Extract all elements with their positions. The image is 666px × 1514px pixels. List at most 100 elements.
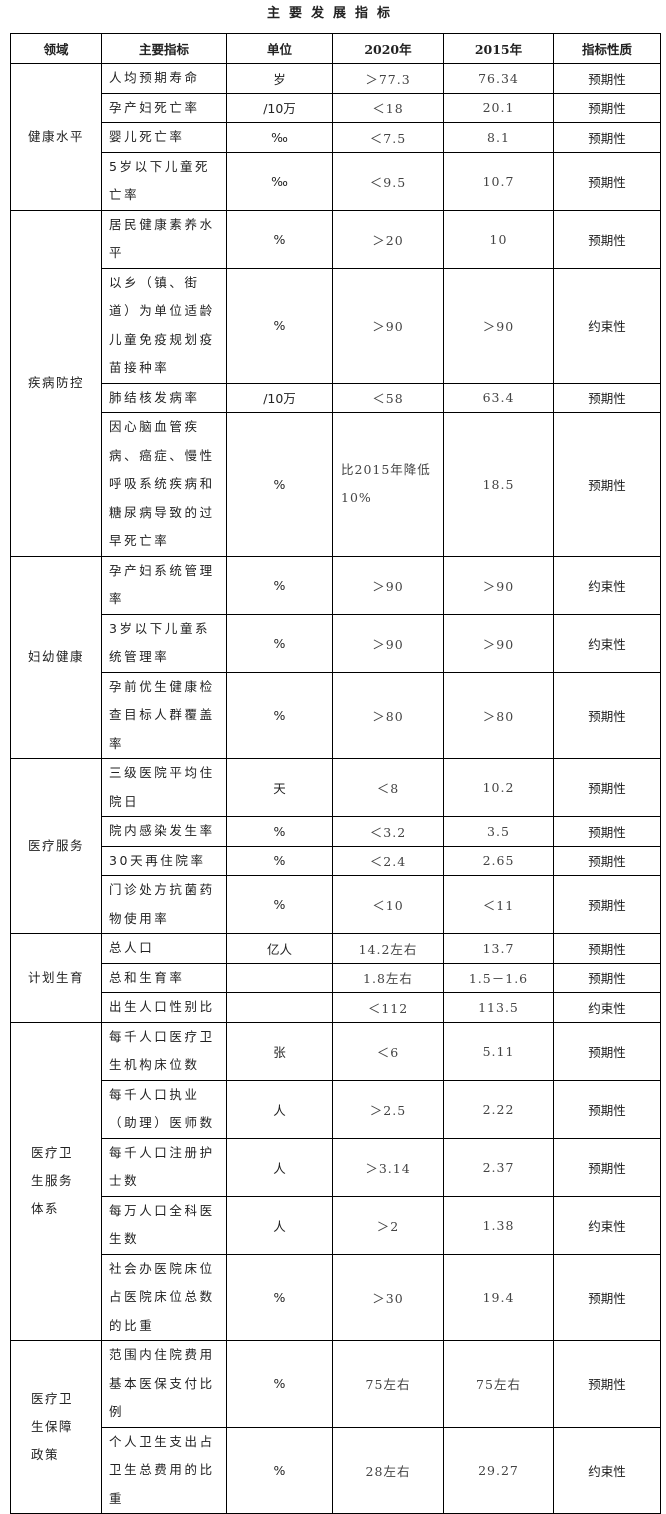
domain-cell: 计划生育 <box>10 933 102 1023</box>
value-2015-cell: 76.34 <box>443 63 554 94</box>
value-2020-cell: ＞2.5 <box>332 1079 444 1139</box>
nature-cell: 约束性 <box>553 613 661 673</box>
unit-cell: % <box>226 816 333 847</box>
table-row: 孕产妇死亡率/10万 ＜18 20.1 预期性 <box>11 92 661 123</box>
indicator-cell: 孕产妇死亡率 <box>101 92 227 123</box>
unit-cell: % <box>226 613 333 673</box>
value-2020-cell: ＞20 <box>332 209 444 269</box>
value-2015-cell: 113.5 <box>443 992 554 1023</box>
unit-cell: /10万 <box>226 382 333 413</box>
nature-cell: 预期性 <box>553 758 661 817</box>
indicator-cell: 居民健康素养水平 <box>101 209 227 269</box>
nature-cell: 约束性 <box>553 555 661 615</box>
value-2020-cell: ＜9.5 <box>332 151 444 211</box>
indicator-cell: 因心脑血管疾病、癌症、慢性呼吸系统疾病和糖尿病导致的过早死亡率 <box>101 412 227 557</box>
table-row: 院内感染发生率% ＜3.2 3.5 预期性 <box>11 816 661 847</box>
unit-cell: 亿人 <box>226 933 333 964</box>
domain-cell: 妇幼健康 <box>10 555 102 759</box>
table-row: 30天再住院率% ＜2.4 2.65 预期性 <box>11 845 661 876</box>
value-2015-cell: 75左右 <box>443 1340 554 1428</box>
unit-cell: % <box>226 412 333 557</box>
value-2020-cell: 28左右 <box>332 1426 444 1514</box>
nature-cell: 预期性 <box>553 122 661 153</box>
indicator-cell: 5岁以下儿童死亡率 <box>101 151 227 211</box>
value-2020-cell: ＞90 <box>332 267 444 384</box>
nature-cell: 预期性 <box>553 671 661 759</box>
value-2015-cell: 1.38 <box>443 1195 554 1255</box>
value-2020-cell: 75左右 <box>332 1340 444 1428</box>
indicator-cell: 院内感染发生率 <box>101 816 227 847</box>
indicator-cell: 个人卫生支出占卫生总费用的比重 <box>101 1426 227 1514</box>
table-row: 每万人口全科医生数人＞2 1.38 约束性 <box>11 1195 661 1255</box>
column-header: 领域 <box>10 33 102 64</box>
indicator-cell: 范围内住院费用基本医保支付比例 <box>101 1340 227 1428</box>
table-row: 总和生育率 1.8左右 1.5－1.6 预期性 <box>11 962 661 993</box>
value-2015-cell: 19.4 <box>443 1253 554 1341</box>
indicator-cell: 每千人口执业（助理）医师数 <box>101 1079 227 1139</box>
indicator-cell: 门诊处方抗菌药物使用率 <box>101 875 227 934</box>
indicator-cell: 总和生育率 <box>101 962 227 993</box>
table-row: 医疗卫生保障政策 范围内住院费用基本医保支付比例% 75左右 75左右 预期性 <box>10 1340 661 1514</box>
unit-cell: ‰ <box>226 122 333 153</box>
unit-cell: 岁 <box>226 63 333 94</box>
unit-cell <box>226 992 333 1023</box>
value-2015-cell: 10.2 <box>443 758 554 817</box>
nature-cell: 约束性 <box>553 1426 661 1514</box>
value-2015-cell: 8.1 <box>443 122 554 153</box>
value-2015-cell: 10.7 <box>443 151 554 211</box>
value-2015-cell: 18.5 <box>443 412 554 557</box>
table-row: 健康水平 人均预期寿命岁＞77.3 76.34 预期性 <box>10 63 661 211</box>
value-2020-cell: ＜2.4 <box>332 845 444 876</box>
value-2020-cell: ＞2 <box>332 1195 444 1255</box>
unit-cell: % <box>226 267 333 384</box>
table-row: 每千人口注册护士数人＞3.14 2.37 预期性 <box>11 1137 661 1197</box>
value-2015-cell: ＞90 <box>443 555 554 615</box>
value-2015-cell: 10 <box>443 209 554 269</box>
nature-cell: 预期性 <box>553 382 661 413</box>
nature-cell: 预期性 <box>553 1021 661 1081</box>
domain-cell: 医疗卫生服务体系 <box>10 1021 102 1341</box>
indicator-cell: 总人口 <box>101 933 227 964</box>
unit-cell: 人 <box>226 1137 333 1197</box>
unit-cell: % <box>226 1426 333 1514</box>
indicator-cell: 人均预期寿命 <box>101 63 227 94</box>
value-2020-cell: ＞30 <box>332 1253 444 1341</box>
nature-cell: 预期性 <box>553 875 661 934</box>
value-2015-cell: 5.11 <box>443 1021 554 1081</box>
value-2015-cell: 2.65 <box>443 845 554 876</box>
table-row: 肺结核发病率/10万 ＜58 63.4 预期性 <box>11 382 661 413</box>
nature-cell: 预期性 <box>553 933 661 964</box>
unit-cell <box>226 962 333 993</box>
indicator-cell: 每千人口注册护士数 <box>101 1137 227 1197</box>
table-row: 孕前优生健康检查目标人群覆盖率% ＞80 ＞80 预期性 <box>11 671 661 759</box>
value-2015-cell: 63.4 <box>443 382 554 413</box>
nature-cell: 预期性 <box>553 209 661 269</box>
value-2015-cell: ＞80 <box>443 671 554 759</box>
value-2015-cell: 2.37 <box>443 1137 554 1197</box>
nature-cell: 预期性 <box>553 1079 661 1139</box>
indicators-table: 领域 主要指标 单位 2020年 2015年 指标性质 健康水平 人均预期寿命岁＞77.3 7… <box>10 33 661 1514</box>
nature-cell: 约束性 <box>553 1195 661 1255</box>
nature-cell: 预期性 <box>553 816 661 847</box>
unit-cell: % <box>226 845 333 876</box>
indicator-cell: 以乡（镇、街道）为单位适龄儿童免疫规划疫苗接种率 <box>101 267 227 384</box>
unit-cell: % <box>226 1340 333 1428</box>
indicator-cell: 每千人口医疗卫生机构床位数 <box>101 1021 227 1081</box>
table-row: 3岁以下儿童系统管理率% ＞90 ＞90 约束性 <box>11 613 661 673</box>
column-header: 主要指标 <box>101 33 227 64</box>
table-row: 医疗卫生服务体系 每千人口医疗卫生机构床位数张＜6 5.11 预期性 <box>10 1021 661 1341</box>
domain-cell: 健康水平 <box>10 63 102 211</box>
value-2020-cell: ＜58 <box>332 382 444 413</box>
value-2020-cell: ＜112 <box>332 992 444 1023</box>
table-row: 医疗服务 三级医院平均住院日天＜8 10.2 预期性 <box>10 758 661 934</box>
table-row: 以乡（镇、街道）为单位适龄儿童免疫规划疫苗接种率% ＞90 ＞90 约束性 <box>11 267 661 384</box>
indicator-cell: 每万人口全科医生数 <box>101 1195 227 1255</box>
indicator-cell: 3岁以下儿童系统管理率 <box>101 613 227 673</box>
value-2015-cell: 3.5 <box>443 816 554 847</box>
value-2020-cell: 14.2左右 <box>332 933 444 964</box>
unit-cell: 天 <box>226 758 333 817</box>
value-2020-cell: ＜7.5 <box>332 122 444 153</box>
indicator-cell: 婴儿死亡率 <box>101 122 227 153</box>
table-row: 门诊处方抗菌药物使用率% ＜10 ＜11 预期性 <box>11 875 661 934</box>
unit-cell: % <box>226 875 333 934</box>
